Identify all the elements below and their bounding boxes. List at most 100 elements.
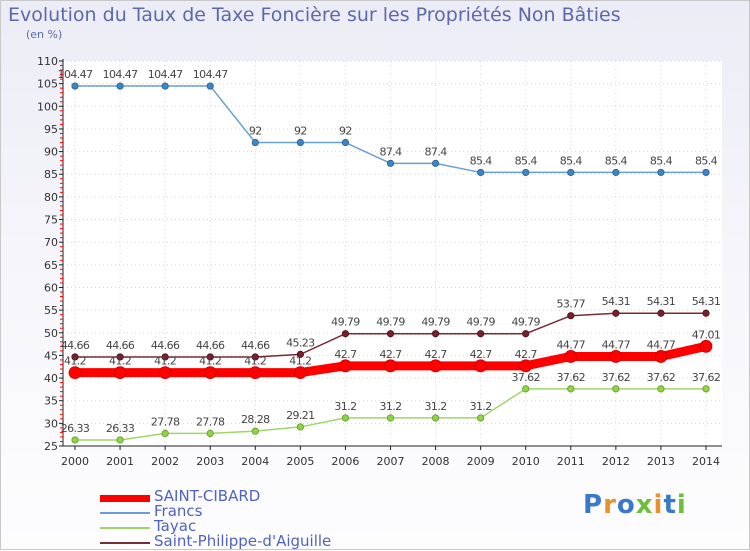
- data-label: 44.66: [151, 339, 180, 352]
- data-label: 31.2: [425, 400, 447, 413]
- logo-letter: r: [603, 490, 617, 520]
- y-tick-label: 90: [44, 146, 58, 159]
- x-tick-label: 2012: [602, 455, 630, 468]
- y-tick-label: 100: [37, 100, 58, 113]
- data-label: 47.01: [692, 328, 721, 341]
- data-point: [612, 168, 620, 177]
- data-label: 37.62: [692, 371, 721, 384]
- chart-title: Evolution du Taux de Taxe Foncière sur l…: [8, 4, 621, 26]
- data-point: [206, 82, 214, 90]
- y-tick-label: 85: [44, 168, 58, 181]
- data-label: 104.47: [103, 68, 138, 81]
- data-point: [429, 359, 442, 373]
- data-point: [113, 366, 127, 380]
- data-point: [251, 353, 259, 361]
- y-tick-label: 75: [44, 214, 58, 227]
- data-point: [699, 339, 713, 353]
- x-tick-label: 2010: [512, 455, 540, 468]
- data-point: [567, 385, 575, 393]
- x-tick-label: 2000: [61, 455, 89, 468]
- data-label: 41.2: [109, 355, 131, 368]
- data-point: [161, 353, 169, 361]
- data-point: [657, 385, 665, 393]
- data-label: 37.62: [602, 371, 631, 384]
- x-tick-label: 2011: [557, 455, 585, 468]
- x-tick-label: 2006: [331, 455, 359, 468]
- data-label: 37.62: [557, 371, 586, 384]
- data-point: [567, 168, 575, 177]
- series-tayac: [71, 385, 710, 444]
- data-point: [431, 414, 440, 422]
- data-label: 49.79: [466, 316, 495, 329]
- x-tick-label: 2008: [422, 455, 450, 468]
- data-label: 54.31: [692, 295, 721, 308]
- data-label: 41.2: [289, 355, 311, 368]
- data-point: [609, 350, 623, 363]
- data-label: 37.62: [511, 371, 540, 384]
- data-point: [386, 414, 395, 422]
- y-tick-label: 65: [44, 259, 58, 272]
- data-label: 49.79: [421, 316, 450, 329]
- data-label: 45.23: [286, 336, 315, 349]
- data-point: [158, 366, 172, 380]
- data-point: [248, 366, 262, 380]
- logo-letter: o: [616, 490, 636, 520]
- data-label: 41.2: [244, 355, 266, 368]
- data-label: 42.7: [515, 348, 538, 361]
- series-saint-philippe-d-aiguille: [71, 309, 710, 361]
- data-point: [431, 159, 440, 167]
- logo-letter: i: [676, 490, 687, 520]
- legend-swatch: [100, 495, 150, 502]
- data-label: 42.7: [334, 348, 357, 361]
- legend-label: SAINT-CIBARD: [154, 487, 261, 505]
- y-tick-label: 70: [44, 236, 58, 249]
- data-label: 44.66: [61, 339, 90, 352]
- data-label: 53.77: [557, 298, 586, 311]
- data-label: 92: [294, 125, 307, 138]
- y-tick-label: 30: [44, 417, 58, 430]
- series-francs: [71, 82, 710, 177]
- data-point: [71, 353, 79, 361]
- x-tick-label: 2002: [151, 455, 179, 468]
- proxiti-logo: Proxiti: [583, 490, 687, 520]
- x-tick-label: 2013: [647, 455, 675, 468]
- data-label: 85.4: [515, 154, 538, 167]
- data-point: [341, 330, 350, 338]
- data-point: [206, 353, 214, 361]
- data-label: 44.66: [241, 339, 270, 352]
- data-label: 44.77: [647, 338, 676, 351]
- logo-letter: P: [583, 490, 604, 520]
- data-label: 42.7: [470, 348, 493, 361]
- data-label: 87.4: [379, 145, 402, 158]
- data-label: 27.78: [151, 415, 180, 428]
- x-tick-label: 2014: [692, 455, 720, 468]
- data-point: [339, 359, 352, 373]
- data-point: [296, 423, 304, 431]
- data-point: [116, 436, 124, 444]
- series-saint-cibard: [68, 339, 713, 380]
- x-tick-label: 2001: [106, 455, 134, 468]
- data-point: [116, 353, 124, 361]
- data-label: 37.62: [647, 371, 676, 384]
- data-point: [522, 330, 530, 338]
- data-point: [251, 138, 259, 147]
- data-label: 41.2: [64, 355, 86, 368]
- data-point: [161, 429, 169, 438]
- legend-swatch: [100, 512, 150, 514]
- data-point: [702, 309, 710, 317]
- data-point: [386, 330, 395, 338]
- y-tick-label: 95: [44, 123, 58, 136]
- y-tick-label: 35: [44, 395, 58, 408]
- x-tick-label: 2007: [377, 455, 405, 468]
- data-label: 49.79: [511, 316, 540, 329]
- legend-label: Francs: [154, 502, 203, 520]
- data-label: 26.33: [61, 422, 90, 435]
- data-point: [203, 366, 217, 380]
- data-label: 85.4: [560, 154, 583, 167]
- legend-label: Tayac: [154, 517, 197, 535]
- logo-letter: x: [635, 490, 654, 520]
- data-point: [251, 427, 259, 435]
- data-point: [296, 138, 304, 147]
- data-label: 42.7: [379, 348, 402, 361]
